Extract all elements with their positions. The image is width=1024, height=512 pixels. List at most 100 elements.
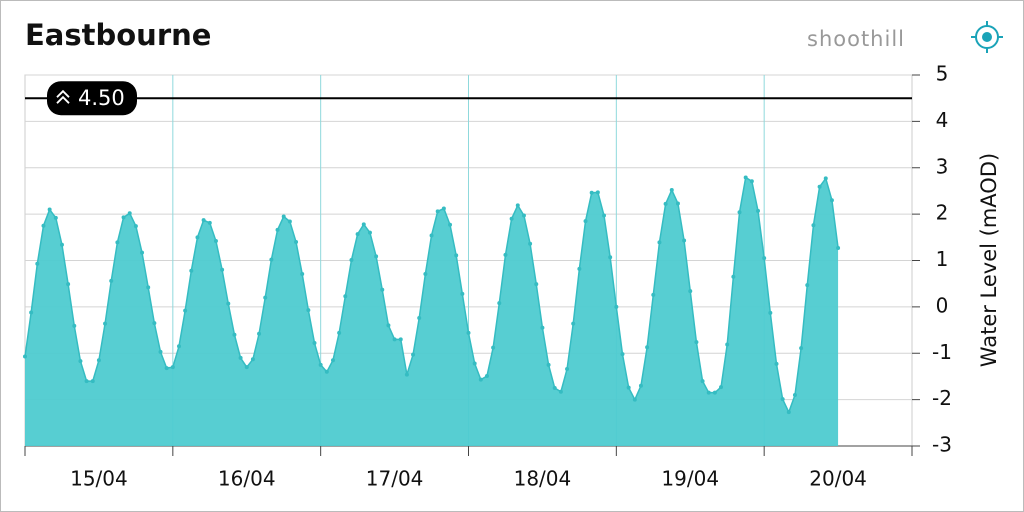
data-point	[811, 223, 816, 228]
data-point	[226, 301, 231, 306]
data-point	[509, 216, 514, 221]
data-point	[59, 242, 64, 247]
data-point	[792, 392, 797, 397]
data-point	[663, 201, 668, 206]
data-point	[712, 390, 717, 395]
data-point	[614, 304, 619, 309]
data-point	[263, 295, 268, 300]
data-point	[836, 245, 841, 250]
data-point	[774, 361, 779, 366]
data-point	[337, 330, 342, 335]
data-point	[768, 310, 773, 315]
data-point	[306, 308, 311, 313]
y-tick-label: -1	[932, 340, 952, 364]
data-point	[552, 386, 557, 391]
data-point	[41, 223, 46, 228]
data-point	[688, 289, 693, 294]
data-point	[29, 310, 34, 315]
data-point	[602, 213, 607, 218]
data-point	[731, 274, 736, 279]
data-point	[84, 379, 89, 384]
data-point	[318, 362, 323, 367]
marks	[23, 175, 841, 447]
data-point	[700, 379, 705, 384]
data-point	[133, 224, 138, 229]
data-point	[158, 349, 163, 354]
data-point	[90, 379, 95, 384]
data-point	[72, 323, 77, 328]
data-point	[176, 344, 181, 349]
y-tick-label: 0	[936, 293, 949, 317]
data-point	[460, 291, 465, 296]
x-tick-label: 16/04	[218, 467, 276, 491]
data-point	[528, 241, 533, 246]
data-point	[577, 266, 582, 271]
data-point	[780, 397, 785, 402]
data-point	[66, 282, 71, 287]
data-point	[558, 389, 563, 394]
data-point	[645, 345, 650, 350]
data-point	[53, 215, 58, 220]
data-point	[448, 222, 453, 227]
x-tick-label: 15/04	[70, 467, 128, 491]
data-point	[115, 240, 120, 245]
data-point	[207, 220, 212, 225]
data-point	[35, 261, 40, 266]
data-point	[380, 287, 385, 292]
threshold-badge	[47, 81, 137, 116]
data-point	[96, 358, 101, 363]
data-point	[762, 256, 767, 261]
data-point	[324, 369, 329, 374]
data-point	[608, 255, 613, 260]
data-point	[472, 361, 477, 366]
data-point	[429, 233, 434, 238]
data-point	[546, 362, 551, 367]
data-point	[823, 176, 828, 181]
data-point	[737, 210, 742, 215]
data-point	[170, 365, 175, 370]
data-point	[805, 283, 810, 288]
data-point	[484, 373, 489, 378]
data-point	[386, 323, 391, 328]
data-point	[571, 321, 576, 326]
data-point	[140, 250, 145, 255]
data-point	[164, 366, 169, 371]
data-point	[491, 345, 496, 350]
y-tick-label: 4	[936, 108, 949, 132]
data-point	[300, 271, 305, 276]
data-point	[238, 355, 243, 360]
data-point	[749, 179, 754, 184]
data-point	[799, 346, 804, 351]
data-point	[343, 294, 348, 299]
data-point	[435, 209, 440, 214]
y-tick-label: -3	[932, 433, 952, 457]
y-tick-label: 1	[936, 247, 949, 271]
data-point	[349, 258, 354, 263]
data-point	[152, 321, 157, 326]
brand-icon	[971, 21, 1003, 53]
data-point	[786, 410, 791, 415]
data-point	[454, 253, 459, 258]
y-tick-label: 5	[936, 62, 949, 86]
data-point	[213, 239, 218, 244]
data-point	[503, 252, 508, 257]
data-point	[682, 238, 687, 243]
y-axis-label: Water Level (mAOD)	[977, 153, 1001, 367]
data-point	[626, 385, 631, 390]
data-point	[244, 365, 249, 370]
data-point	[417, 316, 422, 321]
data-point	[281, 214, 286, 219]
x-tick-label: 19/04	[661, 467, 719, 491]
data-point	[651, 292, 656, 297]
data-point	[127, 211, 132, 216]
data-point	[829, 198, 834, 203]
data-point	[669, 188, 674, 193]
data-point	[398, 337, 403, 342]
data-point	[275, 227, 280, 232]
y-tick-label: -2	[932, 386, 952, 410]
data-point	[675, 201, 680, 206]
data-point	[632, 397, 637, 402]
data-point	[620, 352, 625, 357]
data-point	[189, 268, 194, 273]
data-point	[78, 359, 83, 364]
